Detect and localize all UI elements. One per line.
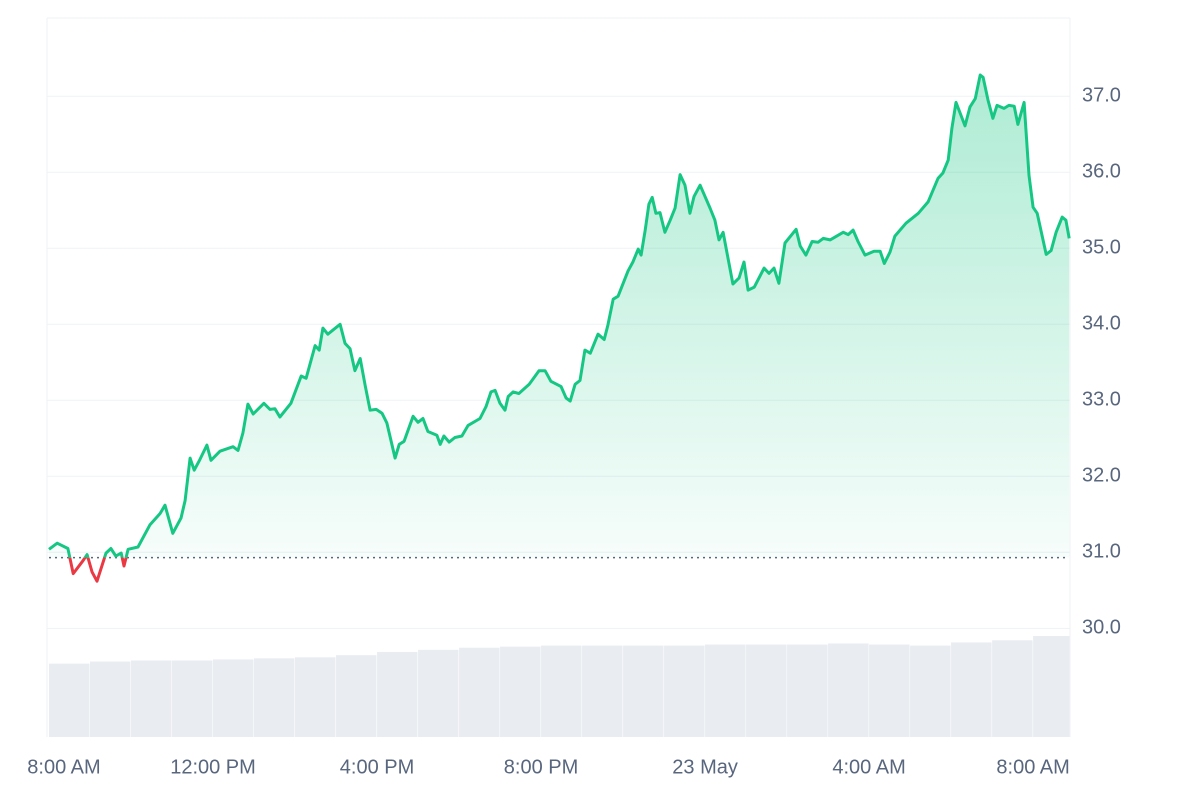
volume-bar	[500, 646, 541, 737]
volume-bar	[336, 655, 377, 737]
volume-bar	[377, 651, 418, 737]
y-tick-label: 34.0	[1082, 313, 1121, 335]
x-tick-label: 4:00 AM	[832, 756, 905, 778]
volume-bar	[869, 644, 910, 737]
volume-bar	[459, 647, 500, 737]
volume-bar	[623, 645, 664, 737]
volume-bar	[582, 645, 623, 737]
y-tick-label: 30.0	[1082, 617, 1121, 639]
volume-bar	[992, 640, 1033, 737]
volume-bar	[951, 642, 992, 737]
volume-bar	[541, 645, 582, 737]
x-tick-label: 8:00 PM	[504, 756, 578, 778]
volume-bar	[131, 660, 172, 737]
volume-bar	[664, 645, 705, 737]
volume-bar	[295, 657, 336, 737]
x-tick-label: 4:00 PM	[340, 756, 414, 778]
y-tick-label: 35.0	[1082, 237, 1121, 259]
y-tick-label: 33.0	[1082, 389, 1121, 411]
volume-bar	[828, 643, 869, 737]
volume-bar	[1033, 636, 1070, 737]
volume-bar	[213, 659, 254, 737]
volume-bar	[746, 644, 787, 737]
volume-bar	[705, 644, 746, 737]
volume-bar	[787, 644, 828, 737]
volume-bar	[910, 645, 951, 737]
y-tick-label: 32.0	[1082, 465, 1121, 487]
volume-bar	[418, 649, 459, 737]
y-tick-label: 37.0	[1082, 85, 1121, 107]
y-tick-label: 36.0	[1082, 161, 1121, 183]
volume-bar	[49, 663, 90, 737]
price-line-up	[48, 73, 1071, 558]
price-area	[49, 75, 1070, 558]
x-tick-label: 8:00 AM	[27, 756, 100, 778]
volume-bar	[172, 660, 213, 737]
volume-bar	[254, 658, 295, 737]
x-tick-label: 23 May	[672, 756, 738, 778]
x-tick-label: 12:00 PM	[170, 756, 256, 778]
x-tick-label: 8:00 AM	[996, 756, 1069, 778]
volume-bar	[90, 661, 131, 737]
y-tick-label: 31.0	[1082, 541, 1121, 563]
